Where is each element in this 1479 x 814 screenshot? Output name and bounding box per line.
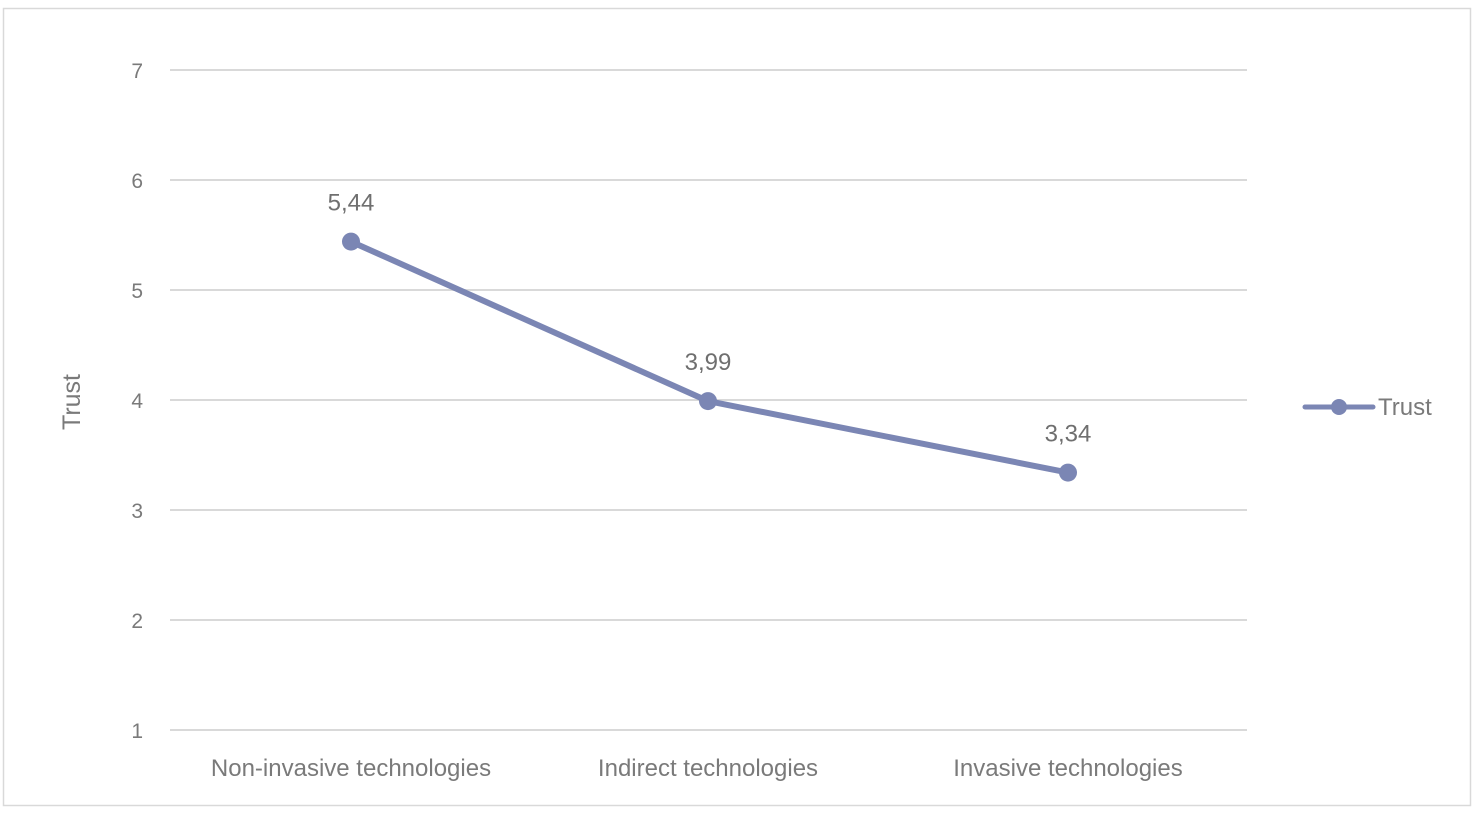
y-tick-label: 2 — [131, 610, 143, 633]
data-point — [342, 232, 360, 251]
data-point — [699, 392, 717, 411]
x-category-label: Indirect technologies — [598, 755, 818, 782]
data-label: 3,34 — [1045, 421, 1092, 448]
legend: Trust — [1302, 394, 1432, 421]
y-axis-title: Trust — [58, 374, 86, 430]
legend-dot-marker — [1331, 399, 1347, 415]
legend-label: Trust — [1378, 394, 1432, 421]
data-label: 3,99 — [685, 349, 732, 376]
y-axis-ticks: 1 2 3 4 5 6 7 — [131, 60, 143, 743]
y-tick-label: 4 — [131, 390, 143, 413]
x-category-label: Invasive technologies — [953, 755, 1182, 782]
y-tick-label: 6 — [131, 170, 143, 193]
y-tick-label: 3 — [131, 500, 143, 523]
y-tick-label: 1 — [131, 720, 143, 743]
gridlines — [170, 69, 1247, 731]
x-axis-categories: Non-invasive technologies Indirect techno… — [211, 755, 1183, 782]
data-point — [1059, 463, 1077, 482]
data-label: 5,44 — [328, 190, 375, 217]
x-category-label: Non-invasive technologies — [211, 755, 491, 782]
y-tick-label: 5 — [131, 280, 143, 303]
y-tick-label: 7 — [131, 60, 143, 83]
series-trust: 5,44 3,99 3,34 — [328, 190, 1092, 482]
